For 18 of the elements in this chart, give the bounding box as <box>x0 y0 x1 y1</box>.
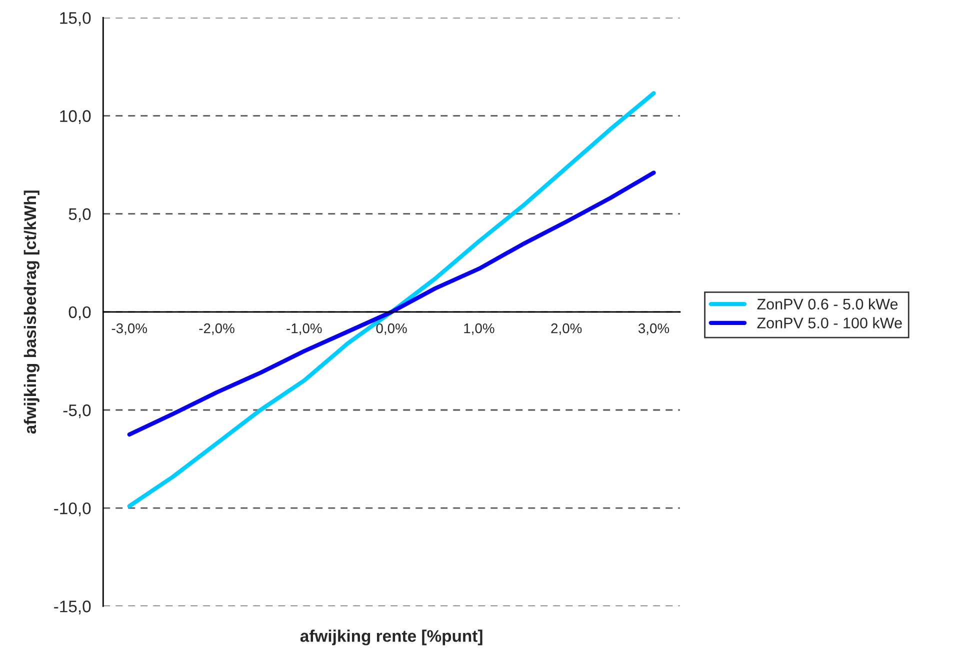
x-tick-label: 0,0% <box>376 323 407 335</box>
y-tick-label: -5,0 <box>63 404 91 418</box>
y-tick-label: 0,0 <box>68 306 91 320</box>
x-tick-label: 3,0% <box>638 323 670 335</box>
legend-label: ZonPV 0.6 - 5.0 kWe <box>757 298 898 310</box>
legend-label: ZonPV 5.0 - 100 kWe <box>757 317 902 328</box>
y-tick-label: 15,0 <box>60 12 91 26</box>
x-tick-label: -3,0% <box>112 323 148 335</box>
x-tick-label: 2,0% <box>551 323 582 335</box>
x-tick-label: 1,0% <box>464 323 494 335</box>
y-axis-title: afwijking basisbedrag [ct/kWh] <box>24 190 40 434</box>
x-tick-label: -1,0% <box>286 323 322 335</box>
y-tick-label: -15,0 <box>54 600 91 614</box>
x-tick-label: -2,0% <box>199 323 234 335</box>
x-axis-title: afwijking rente [%punt] <box>300 630 482 646</box>
y-tick-label: -10,0 <box>54 502 91 516</box>
y-tick-label: 5,0 <box>68 208 91 222</box>
y-tick-label: 10,0 <box>60 110 91 124</box>
